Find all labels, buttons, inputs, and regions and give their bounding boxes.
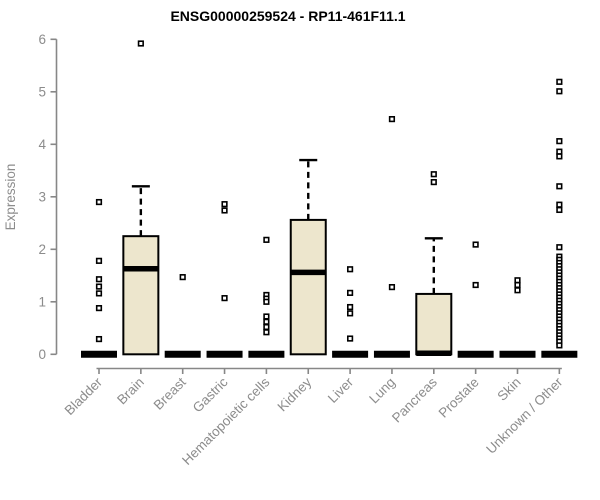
outlier-point <box>95 257 103 264</box>
boxplot-group-bladder <box>81 198 117 358</box>
outlier-point <box>95 276 103 283</box>
plot-area <box>81 40 578 358</box>
outlier-point <box>388 283 396 291</box>
outlier-point <box>514 277 521 284</box>
outlier-point <box>179 274 186 281</box>
x-tick-label: Skin <box>494 375 523 404</box>
outlier-point <box>556 183 563 190</box>
y-tick-label: 0 <box>38 347 46 362</box>
boxplot-group-pancreas <box>415 171 453 356</box>
y-axis-title: Expression <box>3 164 18 231</box>
x-tick-label: Pancreas <box>389 374 440 425</box>
outlier-point <box>346 266 354 273</box>
outlier-point <box>263 323 270 331</box>
boxplot-group-prostate <box>457 241 494 358</box>
y-tick-label: 5 <box>38 84 46 99</box>
boxplot-group-hematopoietic-cells <box>248 236 285 358</box>
outlier-point <box>346 289 354 296</box>
box-rect <box>122 235 160 356</box>
outlier-point <box>472 281 479 289</box>
outlier-point <box>95 335 103 343</box>
outlier-point <box>346 310 354 317</box>
outlier-point <box>514 281 521 289</box>
boxplot-group-brain <box>122 40 160 356</box>
outlier-point <box>556 148 563 155</box>
boxplot-group-liver <box>332 266 369 358</box>
boxplot-group-gastric <box>206 201 243 358</box>
x-tick-label: Unknown / Other <box>483 374 566 457</box>
outlier-point <box>556 78 563 85</box>
outlier-point <box>556 153 563 160</box>
outlier-point <box>263 329 270 336</box>
outlier-point <box>346 303 354 311</box>
boxplot-group-unknown-other <box>541 78 578 358</box>
y-tick-label: 3 <box>38 189 46 204</box>
x-tick-label: Liver <box>325 374 357 406</box>
y-tick-label: 6 <box>38 32 46 47</box>
x-tick-label: Bladder <box>62 374 106 418</box>
outlier-point <box>95 198 103 206</box>
x-tick-label: Brain <box>114 375 147 408</box>
boxplot-group-breast <box>164 274 201 358</box>
outlier-point <box>346 335 354 342</box>
outlier-point <box>263 318 270 325</box>
outlier-point <box>556 206 563 214</box>
x-tick-label: Breast <box>151 374 189 412</box>
y-axis: 0 1 2 3 4 5 6 Expression <box>3 32 58 362</box>
outlier-point <box>263 313 270 320</box>
outlier-point <box>430 179 437 186</box>
boxplot-group-skin <box>499 277 536 358</box>
outlier-point <box>221 201 228 208</box>
outlier-point <box>221 295 228 302</box>
outlier-point <box>556 244 563 251</box>
y-tick-label: 2 <box>38 242 46 257</box>
boxplot-group-kidney <box>289 158 327 356</box>
outlier-point <box>556 342 563 349</box>
outlier-point <box>95 304 103 312</box>
outlier-point <box>95 283 103 290</box>
outlier-point <box>263 236 270 243</box>
outlier-point <box>472 241 479 248</box>
box-rect <box>415 292 453 356</box>
outlier-point <box>221 207 228 214</box>
x-tick-label: Gastric <box>190 374 231 415</box>
outlier-point <box>263 298 270 305</box>
outlier-point <box>430 171 437 178</box>
outlier-point <box>556 201 563 208</box>
y-tick-label: 4 <box>38 137 46 152</box>
outlier-point <box>556 88 563 95</box>
box-rect <box>289 218 327 356</box>
outlier-point <box>388 116 396 123</box>
outlier-point <box>137 40 144 47</box>
x-tick-label: Kidney <box>275 374 315 414</box>
boxplot-group-lung <box>373 116 410 358</box>
x-tick-label: Prostate <box>436 375 482 421</box>
outlier-point <box>514 287 521 294</box>
outlier-point <box>95 290 103 297</box>
outlier-point <box>556 138 563 145</box>
chart-title: ENSG00000259524 - RP11-461F11.1 <box>170 8 405 24</box>
y-tick-label: 1 <box>38 294 46 309</box>
x-tick-label: Lung <box>366 375 398 407</box>
